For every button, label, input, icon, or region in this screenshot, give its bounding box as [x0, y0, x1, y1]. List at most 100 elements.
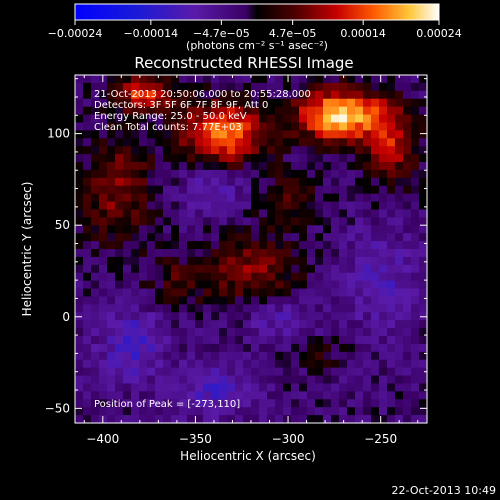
heatmap-cell: [315, 343, 324, 353]
heatmap-cell: [283, 359, 292, 369]
heatmap-cell: [259, 415, 268, 424]
heatmap-cell: [139, 264, 148, 274]
heatmap-cell: [163, 320, 172, 329]
heatmap-cell: [243, 415, 252, 424]
heatmap-cell: [403, 106, 412, 116]
heatmap-cell: [267, 233, 276, 242]
heatmap-cell: [347, 264, 356, 274]
heatmap-cell: [203, 185, 212, 195]
heatmap-cell: [203, 249, 212, 258]
heatmap-cell: [411, 130, 420, 139]
heatmap-cell: [307, 225, 316, 234]
heatmap-cell: [187, 312, 196, 321]
heatmap-cell: [371, 296, 380, 305]
heatmap-cell: [371, 169, 380, 179]
heatmap-cell: [155, 82, 164, 92]
heatmap-cells: [75, 75, 428, 424]
heatmap-cell: [147, 328, 156, 337]
heatmap-cell: [419, 241, 428, 250]
heatmap-cell: [115, 130, 124, 139]
heatmap-cell: [339, 383, 348, 392]
heatmap-cell: [227, 399, 236, 408]
heatmap-cell: [379, 367, 388, 377]
heatmap-cell: [211, 407, 220, 416]
heatmap-cell: [267, 193, 276, 203]
heatmap-cell: [155, 154, 164, 163]
heatmap-cell: [123, 114, 132, 124]
heatmap-cell: [371, 391, 380, 400]
heatmap-cell: [395, 201, 404, 211]
heatmap-cell: [147, 415, 156, 424]
heatmap-cell: [299, 391, 308, 400]
heatmap-cell: [171, 320, 180, 329]
colorbar-ticks: −0.00024 −0.00014 −4.7e−05 4.7e−05 0.00014 0.…: [48, 20, 462, 40]
heatmap-cell: [411, 122, 420, 131]
heatmap-cell: [275, 249, 284, 258]
heatmap-cell: [235, 320, 244, 329]
heatmap-cell: [387, 304, 396, 313]
heatmap-cell: [75, 217, 84, 226]
heatmap-cell: [387, 328, 396, 337]
heatmap-cell: [123, 185, 132, 195]
heatmap-cell: [371, 114, 380, 124]
heatmap-cell: [355, 391, 364, 400]
heatmap-cell: [275, 185, 284, 195]
heatmap-cell: [267, 122, 276, 131]
heatmap-cell: [403, 415, 412, 424]
heatmap-cell: [155, 90, 164, 100]
heatmap-cell: [171, 391, 180, 400]
heatmap-cell: [123, 249, 132, 258]
annotation-line: Detectors: 3F 5F 6F 7F 8F 9F, Att 0: [94, 100, 268, 111]
heatmap-cell: [179, 75, 188, 84]
heatmap-cell: [243, 351, 252, 361]
heatmap-cell: [187, 391, 196, 400]
heatmap-cell: [75, 122, 84, 131]
heatmap-cell: [235, 343, 244, 353]
heatmap-cell: [355, 399, 364, 408]
heatmap-cell: [387, 217, 396, 226]
heatmap-cell: [339, 154, 348, 163]
heatmap-cell: [123, 296, 132, 305]
heatmap-cell: [419, 177, 428, 187]
heatmap-cell: [331, 399, 340, 408]
heatmap-cell: [403, 375, 412, 385]
heatmap-cell: [147, 241, 156, 250]
heatmap-cell: [91, 225, 100, 234]
heatmap-cell: [387, 367, 396, 377]
heatmap-cell: [387, 209, 396, 218]
heatmap-cell: [195, 296, 204, 305]
heatmap-cell: [227, 75, 236, 84]
heatmap-cell: [123, 328, 132, 337]
heatmap-cell: [299, 201, 308, 211]
heatmap-cell: [147, 90, 156, 100]
heatmap-cell: [307, 185, 316, 195]
heatmap-cell: [267, 304, 276, 313]
heatmap-cell: [187, 375, 196, 385]
heatmap-cell: [331, 375, 340, 385]
heatmap-cell: [115, 264, 124, 274]
heatmap-cell: [123, 154, 132, 163]
heatmap-cell: [251, 122, 260, 131]
heatmap-cell: [363, 336, 372, 345]
heatmap-cell: [83, 122, 92, 131]
heatmap-cell: [331, 225, 340, 234]
heatmap-cell: [179, 367, 188, 377]
heatmap-cell: [203, 154, 212, 163]
heatmap-cell: [259, 296, 268, 305]
heatmap-cell: [387, 383, 396, 392]
heatmap-cell: [123, 336, 132, 345]
heatmap-cell: [99, 280, 108, 290]
heatmap-cell: [251, 241, 260, 250]
heatmap-cell: [347, 351, 356, 361]
heatmap-cell: [123, 177, 132, 187]
heatmap-cell: [83, 138, 92, 147]
heatmap-cell: [83, 312, 92, 321]
heatmap-cell: [331, 296, 340, 305]
heatmap-cell: [227, 114, 236, 124]
heatmap-cell: [179, 415, 188, 424]
heatmap-cell: [259, 138, 268, 147]
heatmap-cell: [291, 343, 300, 353]
heatmap-cell: [171, 407, 180, 416]
colorbar: [74, 3, 440, 21]
heatmap-cell: [107, 122, 116, 131]
